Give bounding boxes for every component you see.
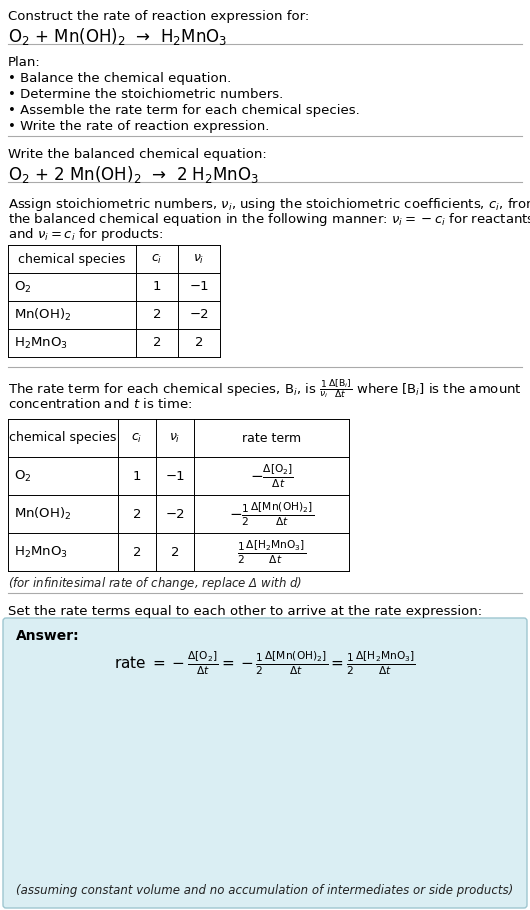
Text: chemical species: chemical species: [19, 252, 126, 266]
Text: 2: 2: [171, 545, 179, 559]
Text: $-\frac{1}{2}\frac{\Delta[\mathrm{Mn(OH)_2}]}{\Delta t}$: $-\frac{1}{2}\frac{\Delta[\mathrm{Mn(OH)…: [229, 501, 314, 528]
Text: $-\frac{\Delta[\mathrm{O_2}]}{\Delta t}$: $-\frac{\Delta[\mathrm{O_2}]}{\Delta t}$: [250, 462, 294, 490]
Text: −2: −2: [165, 508, 185, 521]
Text: Write the balanced chemical equation:: Write the balanced chemical equation:: [8, 148, 267, 161]
Text: −2: −2: [189, 308, 209, 321]
Text: 2: 2: [153, 337, 161, 349]
Text: O$_2$: O$_2$: [14, 469, 31, 483]
Text: −1: −1: [189, 280, 209, 294]
Text: Construct the rate of reaction expression for:: Construct the rate of reaction expressio…: [8, 10, 309, 23]
Text: Answer:: Answer:: [16, 629, 80, 643]
Text: $\nu_i$: $\nu_i$: [169, 431, 181, 445]
Text: H$_2$MnO$_3$: H$_2$MnO$_3$: [14, 336, 68, 350]
Text: • Determine the stoichiometric numbers.: • Determine the stoichiometric numbers.: [8, 88, 283, 101]
Text: $\frac{1}{2}\frac{\Delta[\mathrm{H_2MnO_3}]}{\Delta t}$: $\frac{1}{2}\frac{\Delta[\mathrm{H_2MnO_…: [237, 538, 306, 566]
Text: 2: 2: [132, 508, 142, 521]
Text: • Assemble the rate term for each chemical species.: • Assemble the rate term for each chemic…: [8, 104, 360, 117]
Text: concentration and $t$ is time:: concentration and $t$ is time:: [8, 397, 192, 411]
Text: −1: −1: [165, 470, 185, 482]
Text: Set the rate terms equal to each other to arrive at the rate expression:: Set the rate terms equal to each other t…: [8, 605, 482, 618]
Text: Mn(OH)$_2$: Mn(OH)$_2$: [14, 307, 72, 323]
Text: 1: 1: [153, 280, 161, 294]
Text: H$_2$MnO$_3$: H$_2$MnO$_3$: [14, 544, 68, 560]
Text: and $\nu_i = c_i$ for products:: and $\nu_i = c_i$ for products:: [8, 226, 164, 243]
Text: the balanced chemical equation in the following manner: $\nu_i = -c_i$ for react: the balanced chemical equation in the fo…: [8, 211, 530, 228]
Text: rate $= -\frac{\Delta[\mathrm{O_2}]}{\Delta t} = -\frac{1}{2}\frac{\Delta[\mathr: rate $= -\frac{\Delta[\mathrm{O_2}]}{\De…: [114, 649, 416, 677]
Text: The rate term for each chemical species, B$_i$, is $\frac{1}{\nu_i}\frac{\Delta[: The rate term for each chemical species,…: [8, 377, 522, 400]
Text: $c_i$: $c_i$: [131, 431, 143, 445]
Text: $\nu_i$: $\nu_i$: [193, 252, 205, 266]
Text: chemical species: chemical species: [10, 431, 117, 444]
Text: 2: 2: [132, 545, 142, 559]
Text: Mn(OH)$_2$: Mn(OH)$_2$: [14, 506, 72, 522]
Text: • Balance the chemical equation.: • Balance the chemical equation.: [8, 72, 231, 85]
Text: rate term: rate term: [242, 431, 301, 444]
Text: Assign stoichiometric numbers, $\nu_i$, using the stoichiometric coefficients, $: Assign stoichiometric numbers, $\nu_i$, …: [8, 196, 530, 213]
Text: Plan:: Plan:: [8, 56, 41, 69]
Text: • Write the rate of reaction expression.: • Write the rate of reaction expression.: [8, 120, 269, 133]
Text: 2: 2: [195, 337, 203, 349]
FancyBboxPatch shape: [3, 618, 527, 908]
Text: O$_2$ + Mn(OH)$_2$  →  H$_2$MnO$_3$: O$_2$ + Mn(OH)$_2$ → H$_2$MnO$_3$: [8, 26, 227, 47]
Text: (for infinitesimal rate of change, replace Δ with $d$): (for infinitesimal rate of change, repla…: [8, 575, 302, 592]
Text: 1: 1: [132, 470, 142, 482]
Text: (assuming constant volume and no accumulation of intermediates or side products): (assuming constant volume and no accumul…: [16, 884, 514, 897]
Text: O$_2$ + 2 Mn(OH)$_2$  →  2 H$_2$MnO$_3$: O$_2$ + 2 Mn(OH)$_2$ → 2 H$_2$MnO$_3$: [8, 164, 259, 185]
Text: 2: 2: [153, 308, 161, 321]
Text: $c_i$: $c_i$: [152, 252, 163, 266]
Text: O$_2$: O$_2$: [14, 279, 31, 295]
